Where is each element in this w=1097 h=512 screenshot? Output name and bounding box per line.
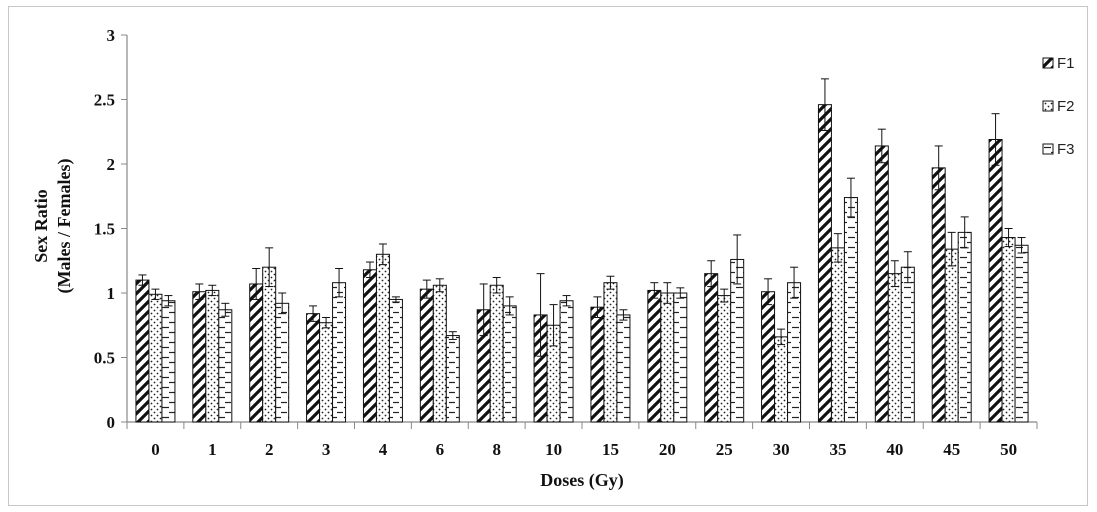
bar-f2 [830, 247, 845, 423]
y-axis-title-line1: Sex Ratio [31, 189, 51, 263]
bar-f2 [887, 273, 902, 423]
bar-f2 [205, 289, 220, 423]
bar-f2 [603, 282, 618, 423]
x-tick-label: 45 [943, 440, 960, 459]
y-tick-label: 1 [107, 284, 116, 303]
bar-f2 [717, 295, 732, 423]
bar-f1 [761, 291, 776, 423]
bar-f3 [900, 266, 915, 423]
bar-f2 [1001, 237, 1016, 423]
x-tick-label: 50 [1000, 440, 1017, 459]
x-tick-label: 25 [716, 440, 733, 459]
y-tick-label: 0.5 [94, 349, 115, 368]
legend-label-f3: F3 [1057, 141, 1075, 158]
bar-f3 [616, 314, 631, 423]
bar-f2 [944, 248, 959, 423]
bar-f1 [931, 167, 946, 423]
bar-f1 [192, 291, 207, 423]
bar-f3 [275, 302, 290, 423]
bar-f1 [647, 289, 662, 423]
bar-f3 [502, 305, 517, 423]
series-f3 [161, 177, 1029, 423]
bar-f1 [817, 104, 832, 423]
bar-f2 [660, 292, 675, 423]
bar-f3 [787, 282, 802, 423]
bar-f2 [148, 293, 163, 423]
x-tick-label: 2 [265, 440, 274, 459]
x-tick-label: 20 [659, 440, 676, 459]
bar-f2 [489, 284, 504, 423]
x-tick-label: 30 [773, 440, 790, 459]
x-tick-label: 10 [545, 440, 562, 459]
legend-label-f1: F1 [1057, 55, 1075, 72]
bar-f3 [559, 300, 574, 423]
series-f2 [148, 228, 1016, 423]
bar-f1 [249, 283, 264, 423]
bar-f1 [306, 313, 321, 423]
legend-swatch-f2 [1042, 100, 1054, 112]
bar-f2 [319, 322, 334, 423]
bar-f3 [388, 298, 403, 423]
x-tick-label: 0 [151, 440, 160, 459]
bar-f3 [843, 197, 858, 423]
bar-f3 [445, 335, 460, 423]
x-tick-label: 8 [492, 440, 501, 459]
bar-f2 [774, 336, 789, 423]
legend-swatch-f1 [1042, 57, 1054, 69]
legend: F1 F2 F3 [1042, 55, 1075, 158]
bar-f2 [375, 253, 390, 423]
bar-f1 [362, 269, 377, 423]
bar-f3 [218, 309, 233, 423]
y-tick-label: 3 [107, 26, 116, 45]
bar-f1 [874, 145, 889, 423]
bar-f1 [135, 279, 150, 423]
x-tick-label: 15 [602, 440, 619, 459]
bar-f3 [673, 292, 688, 423]
bar-f1 [590, 306, 605, 423]
bar-f1 [704, 273, 719, 423]
x-tick-label: 4 [379, 440, 388, 459]
x-tick-label: 3 [322, 440, 331, 459]
y-tick-label: 1.5 [94, 220, 115, 239]
x-tick-label: 1 [208, 440, 217, 459]
bar-f2 [262, 266, 277, 423]
plot-area: 00.511.522.530 1 2 3 4 6 8 10 15 20 25 30 35 40 45 50 [94, 26, 1038, 459]
x-tick-label: 35 [829, 440, 846, 459]
legend-swatch-f3 [1042, 143, 1054, 155]
y-tick-label: 2.5 [94, 91, 115, 110]
x-tick-label: 40 [886, 440, 903, 459]
y-tick-label: 2 [107, 155, 116, 174]
bar-f1 [419, 288, 434, 423]
bar-f1 [988, 138, 1003, 423]
x-tick-label: 6 [436, 440, 445, 459]
bar-f3 [161, 300, 176, 423]
legend-label-f2: F2 [1057, 98, 1075, 115]
y-axis-title-line2: (Males / Females) [54, 159, 75, 294]
bar-f2 [432, 284, 447, 423]
y-tick-label: 0 [107, 413, 116, 432]
bar-f3 [1014, 244, 1029, 423]
bar-f3 [957, 231, 972, 423]
bar-f3 [332, 282, 347, 423]
x-axis-title: Doses (Gy) [540, 470, 624, 491]
